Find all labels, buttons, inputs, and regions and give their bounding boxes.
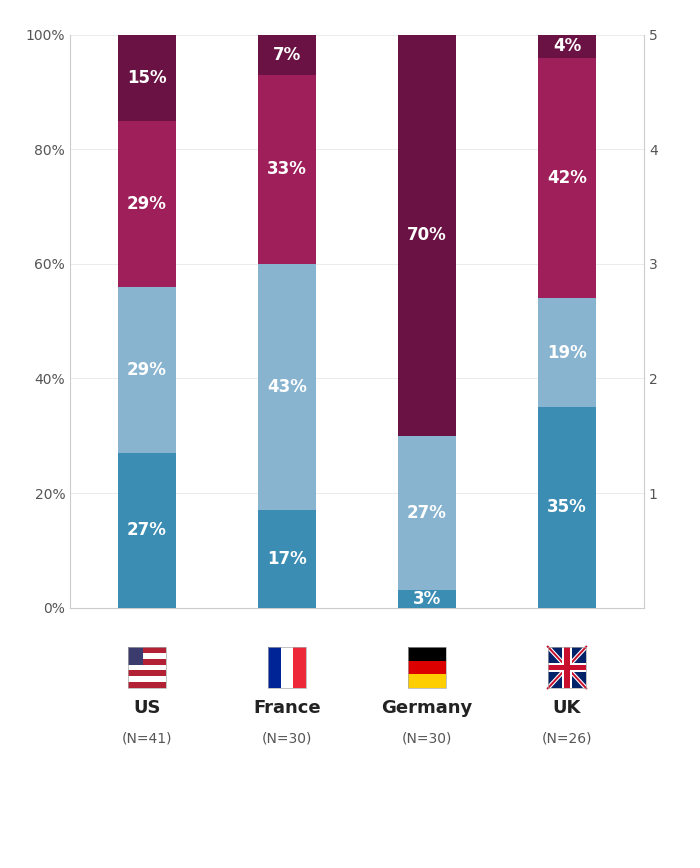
Text: (N=41): (N=41)	[122, 732, 172, 746]
Text: (N=30): (N=30)	[262, 732, 312, 746]
Bar	[538, 407, 596, 608]
Bar	[258, 510, 316, 608]
Text: 3%: 3%	[413, 590, 441, 608]
Text: 43%: 43%	[267, 378, 307, 396]
Text: 17%: 17%	[267, 550, 307, 568]
Bar	[118, 121, 176, 286]
Text: 7%: 7%	[273, 46, 301, 63]
Text: 4%: 4%	[553, 37, 581, 56]
Text: 29%: 29%	[127, 194, 167, 213]
Bar	[118, 453, 176, 608]
Bar	[398, 436, 456, 590]
Text: 27%: 27%	[407, 504, 447, 522]
Text: 42%: 42%	[547, 169, 587, 187]
Text: US: US	[133, 699, 161, 717]
Bar	[398, 590, 456, 608]
Bar	[258, 264, 316, 510]
Bar	[258, 35, 316, 75]
Text: 35%: 35%	[547, 498, 587, 516]
Bar	[398, 35, 456, 436]
Text: 29%: 29%	[127, 361, 167, 378]
Text: (N=30): (N=30)	[402, 732, 452, 746]
Bar	[538, 57, 596, 299]
Text: UK: UK	[553, 699, 581, 717]
Text: 27%: 27%	[127, 522, 167, 539]
Bar	[538, 35, 596, 57]
Bar	[538, 299, 596, 407]
Text: (N=26): (N=26)	[542, 732, 592, 746]
Bar	[118, 286, 176, 453]
Text: 70%: 70%	[407, 227, 447, 244]
Text: 15%: 15%	[127, 69, 167, 87]
Text: France: France	[253, 699, 321, 717]
Bar	[118, 35, 176, 121]
Text: Germany: Germany	[382, 699, 472, 717]
Bar	[258, 75, 316, 264]
Text: 33%: 33%	[267, 161, 307, 178]
Text: 19%: 19%	[547, 344, 587, 362]
